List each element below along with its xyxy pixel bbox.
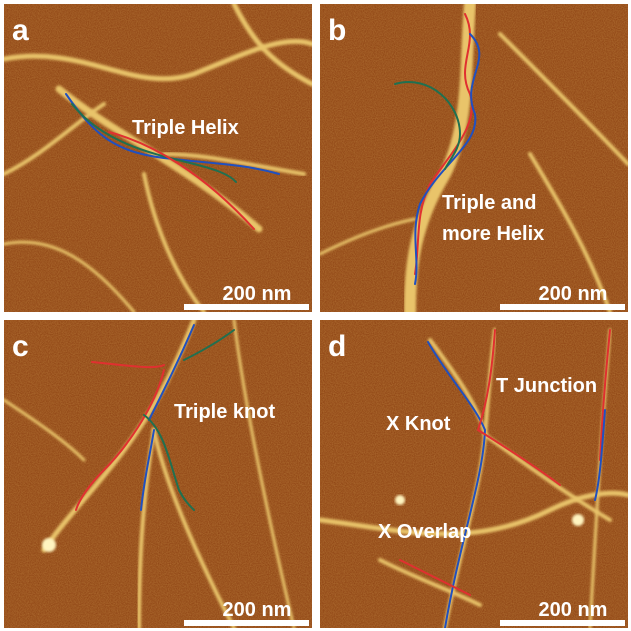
annotation: X Overlap — [378, 521, 471, 543]
annotation: Triple Helix — [132, 117, 239, 139]
scale-bar — [500, 304, 625, 310]
scale-bar — [500, 620, 625, 626]
panel-label: c — [12, 330, 29, 363]
scale-bar — [184, 620, 309, 626]
figure: a Triple Helix 200 nm b Triple and more … — [0, 0, 631, 631]
annotation: more Helix — [442, 223, 544, 245]
scale-bar-label: 200 nm — [223, 599, 292, 621]
scale-bar-label: 200 nm — [223, 283, 292, 305]
panel-label: a — [12, 14, 29, 47]
panel-label: b — [328, 14, 346, 47]
scale-bar — [184, 304, 309, 310]
panel-label: d — [328, 330, 346, 363]
panel-d: d T Junction X Knot X Overlap 200 nm — [320, 320, 628, 628]
annotation: Triple and — [442, 192, 536, 214]
annotation: T Junction — [496, 375, 597, 397]
annotation: Triple knot — [174, 401, 275, 423]
panel-a: a Triple Helix 200 nm — [4, 4, 312, 312]
panel-c: c Triple knot 200 nm — [4, 320, 312, 628]
panel-b: b Triple and more Helix 200 nm — [320, 4, 628, 312]
scale-bar-label: 200 nm — [539, 599, 608, 621]
scale-bar-label: 200 nm — [539, 283, 608, 305]
annotation: X Knot — [386, 413, 451, 435]
